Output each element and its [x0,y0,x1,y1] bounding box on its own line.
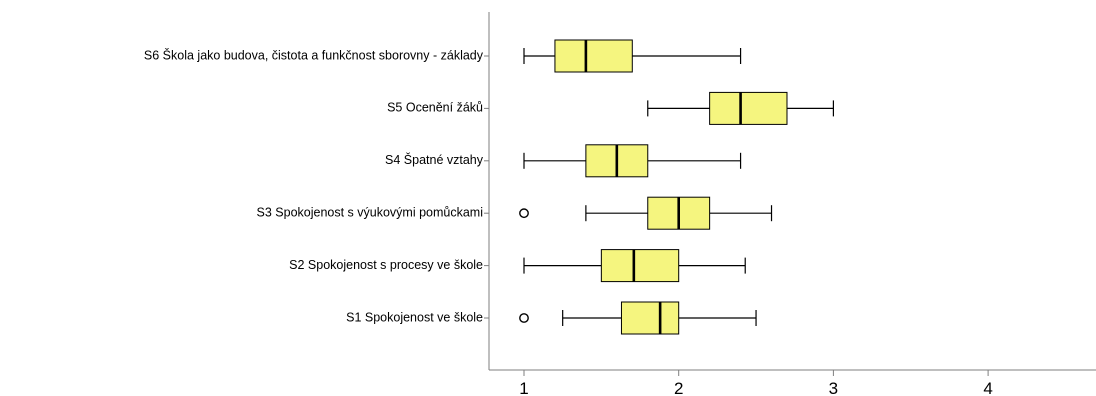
category-label: S5 Ocenění žáků [387,101,483,115]
x-tick-label: 3 [829,379,838,396]
category-labels: S6 Škola jako budova, čistota a funkčnos… [144,47,489,324]
plot-area [488,12,1096,371]
box-iqr [620,301,680,335]
category-label: S2 Spokojenost s procesy ve škole [289,258,483,272]
category-label: S6 Škola jako budova, čistota a funkčnos… [144,47,484,62]
box-group [523,39,742,73]
category-label: S3 Spokojenost s výukovými pomůckami [257,205,483,219]
boxes-layer [519,39,835,335]
box-iqr [709,91,788,125]
category-label: S1 Spokojenost ve škole [346,310,483,324]
box-group [523,249,746,283]
box-group [647,91,835,125]
x-tick-label: 1 [519,379,528,396]
category-label: S4 Špatné vztahy [385,152,484,167]
box-iqr [600,249,680,283]
box-group [519,196,773,230]
outlier-point [519,208,529,219]
box-iqr [554,39,633,73]
x-axis-ticks: 1 2 3 4 [519,370,993,396]
outlier-point [519,313,529,323]
x-tick-label: 2 [674,379,683,396]
box-group [523,144,742,178]
x-tick-label: 4 [983,379,992,396]
box-group [519,301,757,335]
